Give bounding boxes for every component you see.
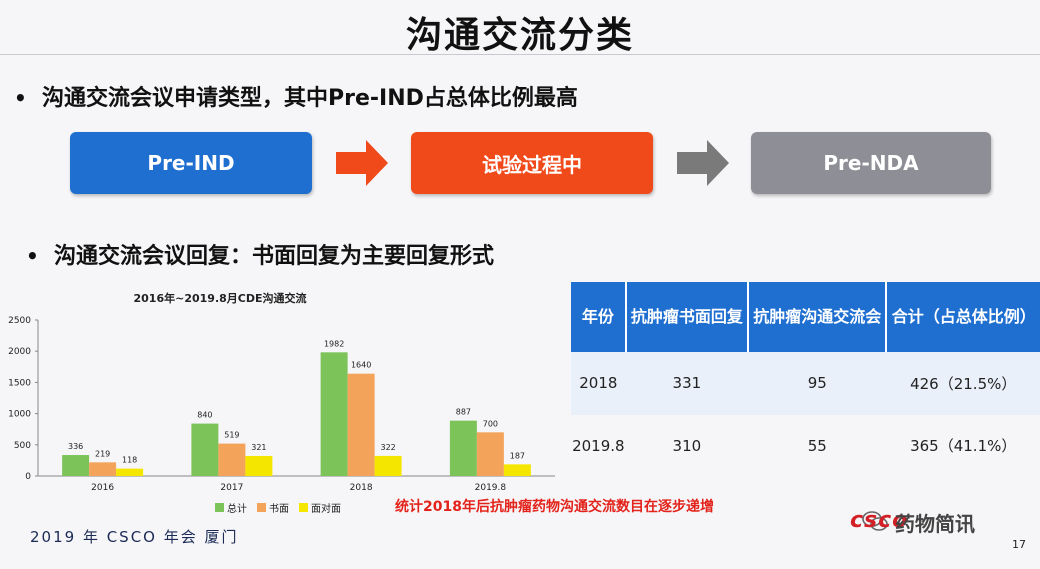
data-label: 1640 (351, 361, 371, 370)
table-cell: 426（21.5%） (886, 352, 1040, 415)
bar (116, 468, 144, 476)
bar (347, 373, 375, 476)
data-label: 1982 (324, 339, 344, 348)
flow-box-pre-ind-label: Pre-IND (147, 151, 235, 175)
data-label: 519 (224, 431, 239, 440)
data-label: 187 (510, 451, 525, 460)
legend-label: 总计 (227, 504, 247, 515)
bar-chart: 0 500 1000 1500 2000 2500 336 219 118 2016 840 519 3… (8, 316, 555, 493)
data-label: 700 (483, 419, 498, 428)
legend-swatch (215, 503, 224, 512)
bullet-text-1: 沟通交流会议申请类型，其中Pre-IND占总体比例最高 (42, 86, 578, 111)
y-tick-label: 1000 (8, 410, 31, 420)
right-arrow-icon (677, 140, 729, 186)
x-tick-label: 2017 (220, 483, 243, 493)
legend-item-written: 书面 (257, 500, 289, 515)
legend-label: 书面 (269, 504, 289, 515)
summary-table: 年份 抗肿瘤书面回复 抗肿瘤沟通交流会 合计（占总体比例） 2018 331 9… (571, 282, 1040, 477)
bullet-dot: • (26, 244, 39, 268)
table-header: 年份 (571, 282, 627, 352)
bar (191, 423, 219, 476)
legend-label: 面对面 (311, 504, 341, 515)
bullet-item-2: • 沟通交流会议回复：书面回复为主要回复形式 (26, 238, 494, 270)
table-cell: 55 (748, 414, 887, 477)
table-cell: 2018 (571, 352, 626, 415)
y-tick-label: 0 (25, 472, 31, 482)
y-tick-label: 1500 (8, 378, 31, 388)
flow-box-pre-nda-label: Pre-NDA (823, 151, 919, 175)
data-label: 840 (197, 411, 212, 420)
highlight-note: 统计2018年后抗肿瘤药物沟通交流数目在逐步递增 (395, 499, 714, 515)
page-number: 17 (1012, 538, 1026, 551)
title-divider (0, 54, 1040, 55)
chart-title: 2016年~2019.8月CDE沟通交流 (133, 292, 307, 305)
data-label: 336 (68, 442, 83, 451)
flow-box-in-trial-label: 试验过程中 (482, 152, 582, 177)
table-cell: 95 (748, 352, 887, 415)
bar (245, 455, 273, 476)
table-header-row: 年份 抗肿瘤书面回复 抗肿瘤沟通交流会 合计（占总体比例） (571, 282, 1040, 352)
bar (62, 455, 90, 476)
flow-box-pre-nda: Pre-NDA (751, 132, 991, 194)
table-cell: 365（41.1%） (886, 414, 1040, 477)
table-row: 2018 331 95 426（21.5%） (571, 352, 1040, 415)
bullet-item-1: • 沟通交流会议申请类型，其中Pre-IND占总体比例最高 (14, 80, 578, 112)
bar (503, 464, 531, 476)
bar (218, 443, 246, 476)
table-header: 合计（占总体比例） (886, 282, 1040, 352)
right-arrow-icon (336, 140, 388, 186)
chart-legend: 总计 书面 面对面 (215, 500, 341, 515)
data-label: 322 (380, 443, 395, 452)
bar (374, 455, 402, 476)
csco-logo: csco (850, 508, 909, 533)
y-tick-label: 500 (14, 441, 31, 451)
x-tick-label: 2019.8 (475, 483, 507, 493)
table-cell: 310 (625, 414, 749, 477)
footer-text: 2019 年 CSCO 年会 厦门 (30, 528, 239, 546)
data-label: 118 (122, 456, 137, 465)
table-header: 抗肿瘤沟通交流会 (748, 282, 888, 352)
bullet-dot: • (14, 86, 27, 110)
table-row: 2019.8 310 55 365（41.1%） (571, 414, 1040, 477)
bar (89, 462, 117, 476)
flow-box-in-trial: 试验过程中 (411, 132, 653, 194)
flow-box-pre-ind: Pre-IND (70, 132, 312, 194)
y-tick-label: 2500 (8, 316, 31, 326)
x-tick-label: 2018 (350, 483, 373, 493)
y-tick-label: 2000 (8, 347, 31, 357)
legend-item-meeting: 面对面 (299, 500, 341, 515)
data-label: 219 (95, 449, 110, 458)
bar (320, 352, 348, 476)
x-tick-label: 2016 (91, 483, 114, 493)
table-cell: 331 (625, 352, 749, 415)
bar (476, 432, 504, 476)
data-label: 321 (251, 443, 266, 452)
legend-swatch (257, 503, 266, 512)
data-label: 887 (456, 408, 471, 417)
slide-title: 沟通交流分类 (405, 15, 634, 56)
table-cell: 2019.8 (571, 414, 626, 477)
bullet-text-2: 沟通交流会议回复：书面回复为主要回复形式 (54, 244, 495, 269)
legend-swatch (299, 503, 308, 512)
legend-item-total: 总计 (215, 500, 247, 515)
watermark-text: 药物简讯 (895, 512, 975, 536)
table-header: 抗肿瘤书面回复 (625, 282, 750, 352)
wechat-icon (862, 511, 888, 531)
bar (449, 420, 477, 476)
